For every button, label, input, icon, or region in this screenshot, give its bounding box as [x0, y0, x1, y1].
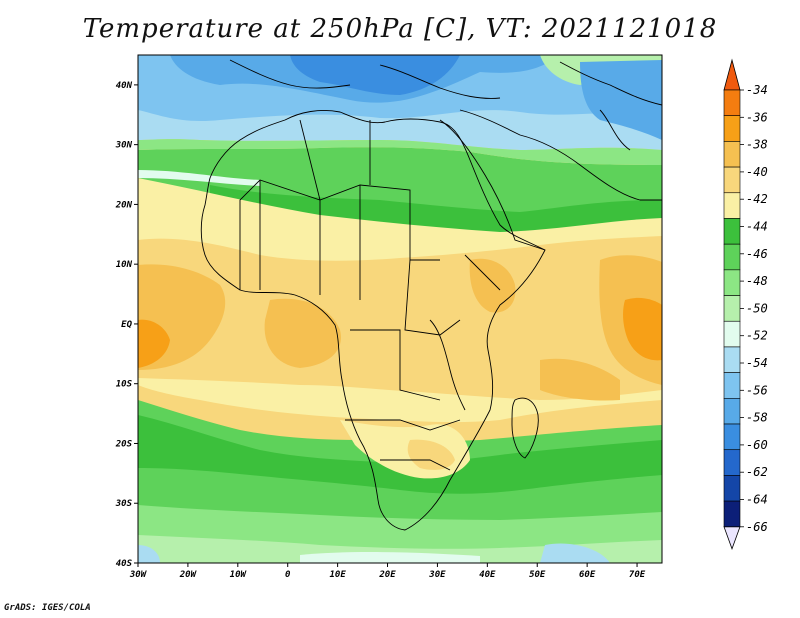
colorbar-segment	[723, 192, 741, 219]
temperature-field	[138, 55, 662, 563]
colorbar-segment	[723, 500, 741, 528]
colorbar-segment	[723, 423, 741, 451]
coastlines	[200, 59, 662, 531]
colorbar-segment	[723, 449, 741, 476]
colorbar-label: -54	[746, 356, 768, 370]
colorbar-label: -40	[746, 165, 768, 179]
colorbar-label: -44	[746, 220, 768, 234]
x-tick-label: 20E	[378, 570, 396, 580]
x-tick-label: 10E	[329, 570, 346, 580]
y-tick-label: 20N	[115, 200, 133, 210]
colorbar-label: -48	[746, 274, 768, 288]
colorbar-bottom-arrow	[723, 526, 741, 550]
y-tick-label: 30N	[115, 141, 133, 151]
x-axis: 30W 20W 10W 0 10E 20E 30E 40E 50E 60E 70E	[129, 563, 646, 580]
y-tick-label: 20S	[115, 439, 133, 449]
colorbar-segment	[723, 218, 741, 245]
colorbar-segment	[723, 475, 741, 502]
credit-text: GrADS: IGES/COLA	[4, 603, 91, 613]
x-tick-label: 70E	[629, 570, 646, 580]
colorbar-label: -50	[746, 301, 768, 315]
colorbar-label: -58	[746, 411, 768, 425]
colorbar-top-arrow	[723, 58, 741, 91]
colorbar-segment	[723, 295, 741, 322]
colorbar-label: -64	[746, 493, 768, 507]
x-tick-label: 0	[285, 570, 291, 580]
colorbar-label: -38	[746, 138, 768, 152]
colorbar-segment	[723, 166, 741, 194]
x-tick-label: 30E	[428, 570, 446, 580]
x-tick-label: 50E	[529, 570, 546, 580]
colorbar-segment	[723, 398, 741, 425]
y-axis: 40N 30N 20N 10N EQ 10S 20S 30S 40S	[115, 81, 138, 569]
colorbar-segment	[723, 320, 741, 348]
colorbar-segment	[723, 243, 741, 271]
colorbar-label: -46	[746, 247, 768, 261]
x-tick-label: 10W	[230, 570, 248, 580]
y-tick-label: 10S	[116, 380, 133, 390]
y-tick-label: 10N	[116, 260, 133, 270]
colorbar-segment	[723, 372, 741, 399]
colorbar: -34 -36 -38 -40 -42 -44 -46 -48 -50 -52 -54 -56 -58 -…	[723, 58, 768, 550]
x-tick-label: 30W	[129, 570, 148, 580]
colorbar-label: -42	[746, 192, 768, 206]
plot-frame	[137, 54, 663, 564]
colorbar-label: -36	[746, 110, 768, 124]
colorbar-segment	[723, 141, 741, 168]
colorbar-label: -34	[746, 83, 768, 97]
x-tick-label: 20W	[179, 570, 198, 580]
x-tick-label: 60E	[579, 570, 596, 580]
colorbar-label: -62	[746, 465, 768, 479]
x-tick-label: 40E	[479, 570, 496, 580]
colorbar-segment	[723, 346, 741, 373]
colorbar-label: -66	[746, 520, 768, 534]
y-tick-label: 40N	[116, 81, 133, 91]
colorbar-label: -52	[746, 329, 768, 343]
colorbar-segment	[723, 269, 741, 296]
y-tick-label: 40S	[116, 559, 133, 569]
colorbar-label: -56	[746, 383, 768, 397]
colorbar-segment	[723, 89, 741, 116]
page-title: Temperature at 250hPa [C], VT: 202112101…	[82, 14, 718, 44]
colorbar-label: -60	[746, 438, 768, 452]
y-tick-label: 30S	[115, 499, 133, 509]
colorbar-segment	[723, 115, 741, 142]
y-tick-label: EQ	[121, 320, 132, 330]
